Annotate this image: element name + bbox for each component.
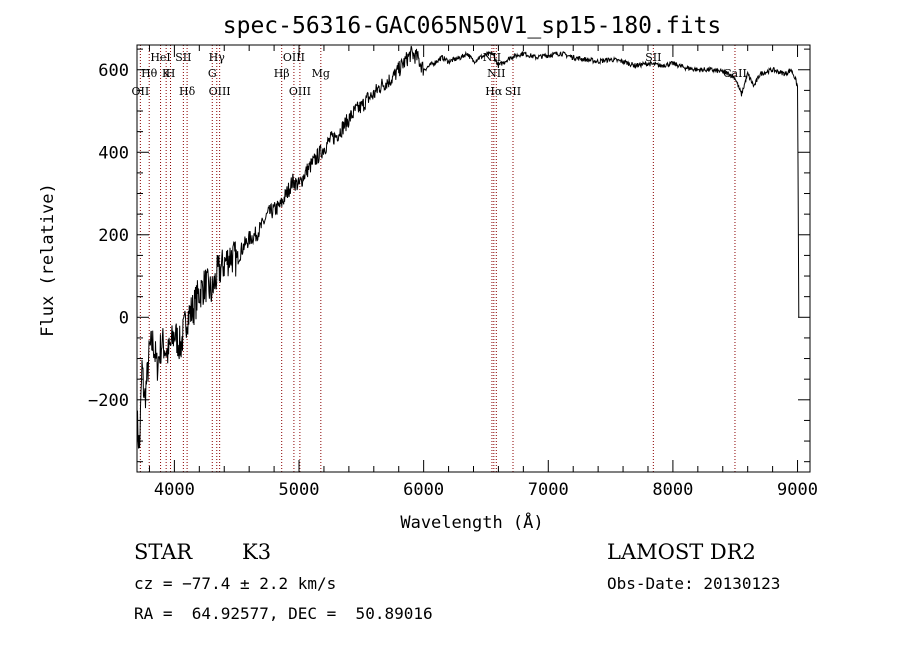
chart-title: spec-56316-GAC065N50V1_sp15-180.fits	[223, 13, 722, 39]
x-tick-label: 9000	[777, 480, 818, 500]
y-tick-label: 200	[98, 226, 129, 246]
y-tick-label: 600	[98, 61, 129, 81]
spectral-line-label: H	[166, 67, 176, 80]
spectral-line-label: HeI	[150, 51, 170, 64]
x-axis-label: Wavelength (Å)	[400, 511, 543, 533]
spectral-line-label: K	[162, 67, 171, 80]
spectral-line-label: Hγ	[209, 51, 226, 64]
spectral-line-label: Hα	[485, 85, 503, 98]
spectral-line-label: OII	[132, 85, 150, 98]
x-tick-label: 7000	[528, 480, 569, 500]
spectral-line-label: Hθ	[141, 67, 158, 80]
y-tick-label: 400	[98, 143, 129, 163]
y-axis-label: Flux (relative)	[38, 183, 58, 337]
spectral-line-markers	[139, 45, 736, 472]
x-axis-ticks: 4000 5000 6000 7000 8000 9000	[148, 45, 818, 500]
spectral-line-label: Mg	[312, 67, 330, 80]
x-tick-label: 5000	[279, 480, 320, 500]
spectral-line-label: Hδ	[179, 85, 196, 98]
spectral-line-label: Hβ	[274, 67, 290, 80]
spectral-line-label: OIII	[209, 85, 231, 98]
spectral-line-label: G	[208, 67, 217, 80]
observation-date: Obs-Date: 20130123	[607, 574, 781, 593]
x-tick-label: 4000	[154, 480, 195, 500]
redshift-value: cz = −77.4 ± 2.2 km/s	[134, 574, 337, 593]
survey-name: LAMOST DR2	[607, 540, 756, 564]
object-class: STAR	[134, 540, 193, 564]
spectral-line-label: OIII	[283, 51, 305, 64]
x-tick-label: 6000	[403, 480, 444, 500]
y-tick-label: −200	[88, 391, 129, 411]
y-axis-ticks: −200 0 200 400 600	[88, 48, 810, 463]
spectral-line-label: SII	[505, 85, 521, 98]
x-tick-label: 8000	[652, 480, 693, 500]
spectral-line-label: NII	[487, 67, 505, 80]
object-subclass: K3	[242, 540, 272, 564]
spectrum-series-line	[136, 45, 800, 449]
y-tick-label: 0	[119, 308, 129, 328]
spectral-line-label: OIII	[289, 85, 311, 98]
spectral-line-label: SII	[175, 51, 191, 64]
spectral-line-label: SII	[645, 51, 661, 64]
sky-coordinates: RA = 64.92577, DEC = 50.89016	[134, 604, 433, 623]
spectral-line-labels: OIIHθHeIKHSIIHδGHγOIIIHβOIIIOIIIMgNIIHαN…	[132, 51, 747, 98]
